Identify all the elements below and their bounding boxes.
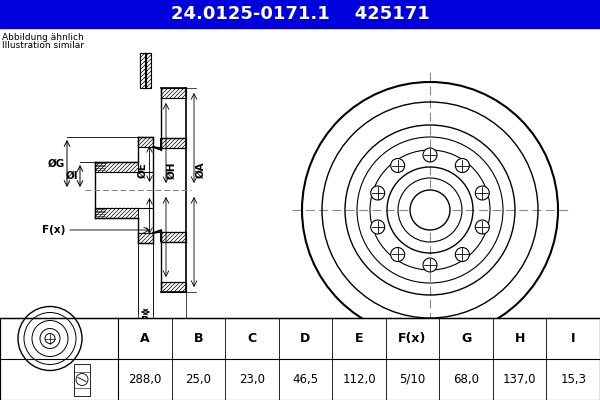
Bar (138, 137, 153, 147)
Text: ØG: ØG (48, 158, 65, 168)
Bar (140, 53, 151, 88)
Bar (0, 30, 600, 318)
Bar (161, 138, 186, 242)
Bar (161, 282, 186, 292)
Circle shape (410, 190, 450, 230)
Text: I: I (571, 332, 575, 345)
Text: Illustration similar: Illustration similar (2, 41, 84, 50)
Bar (138, 172, 153, 208)
Text: B: B (194, 332, 203, 345)
Bar (0, 318, 600, 400)
Text: F(x): F(x) (41, 225, 65, 235)
Text: 112,0: 112,0 (342, 373, 376, 386)
Text: ØH: ØH (167, 161, 177, 179)
Text: 46,5: 46,5 (292, 373, 319, 386)
Circle shape (287, 67, 573, 353)
Circle shape (391, 158, 404, 172)
Text: ØI: ØI (65, 171, 78, 181)
Circle shape (391, 248, 404, 262)
Text: 15,3: 15,3 (560, 373, 586, 386)
Text: C: C (247, 332, 256, 345)
Text: 137,0: 137,0 (503, 373, 536, 386)
Bar (138, 233, 153, 243)
Bar (95, 172, 138, 208)
Text: F(x): F(x) (398, 332, 427, 345)
Bar (161, 88, 186, 98)
Bar (145, 53, 146, 88)
Circle shape (371, 186, 385, 200)
Bar (161, 232, 186, 242)
Text: 5/10: 5/10 (400, 373, 425, 386)
Circle shape (423, 148, 437, 162)
Circle shape (455, 248, 469, 262)
Bar (95, 208, 138, 218)
Text: 23,0: 23,0 (239, 373, 265, 386)
Bar (0, 0, 600, 28)
Bar (95, 162, 138, 172)
Text: D: D (162, 350, 170, 360)
Circle shape (423, 258, 437, 272)
Circle shape (455, 158, 469, 172)
Text: D: D (301, 332, 311, 345)
Text: B: B (142, 316, 149, 326)
Text: 24.0125-0171.1    425171: 24.0125-0171.1 425171 (170, 5, 430, 23)
Text: H: H (514, 332, 525, 345)
Text: 68,0: 68,0 (453, 373, 479, 386)
Polygon shape (153, 138, 161, 150)
Text: E: E (355, 332, 363, 345)
Bar (74, 364, 90, 396)
Polygon shape (153, 230, 161, 242)
Text: C (MTH): C (MTH) (157, 340, 204, 350)
Text: A: A (140, 332, 149, 345)
Circle shape (475, 186, 490, 200)
Circle shape (371, 220, 385, 234)
Text: Abbildung ähnlich: Abbildung ähnlich (2, 33, 84, 42)
Text: ØE: ØE (137, 162, 148, 178)
Circle shape (475, 220, 490, 234)
Text: G: G (461, 332, 471, 345)
Text: 288,0: 288,0 (128, 373, 161, 386)
Text: ØA: ØA (196, 162, 206, 178)
Text: 25,0: 25,0 (185, 373, 211, 386)
Bar (161, 138, 186, 148)
